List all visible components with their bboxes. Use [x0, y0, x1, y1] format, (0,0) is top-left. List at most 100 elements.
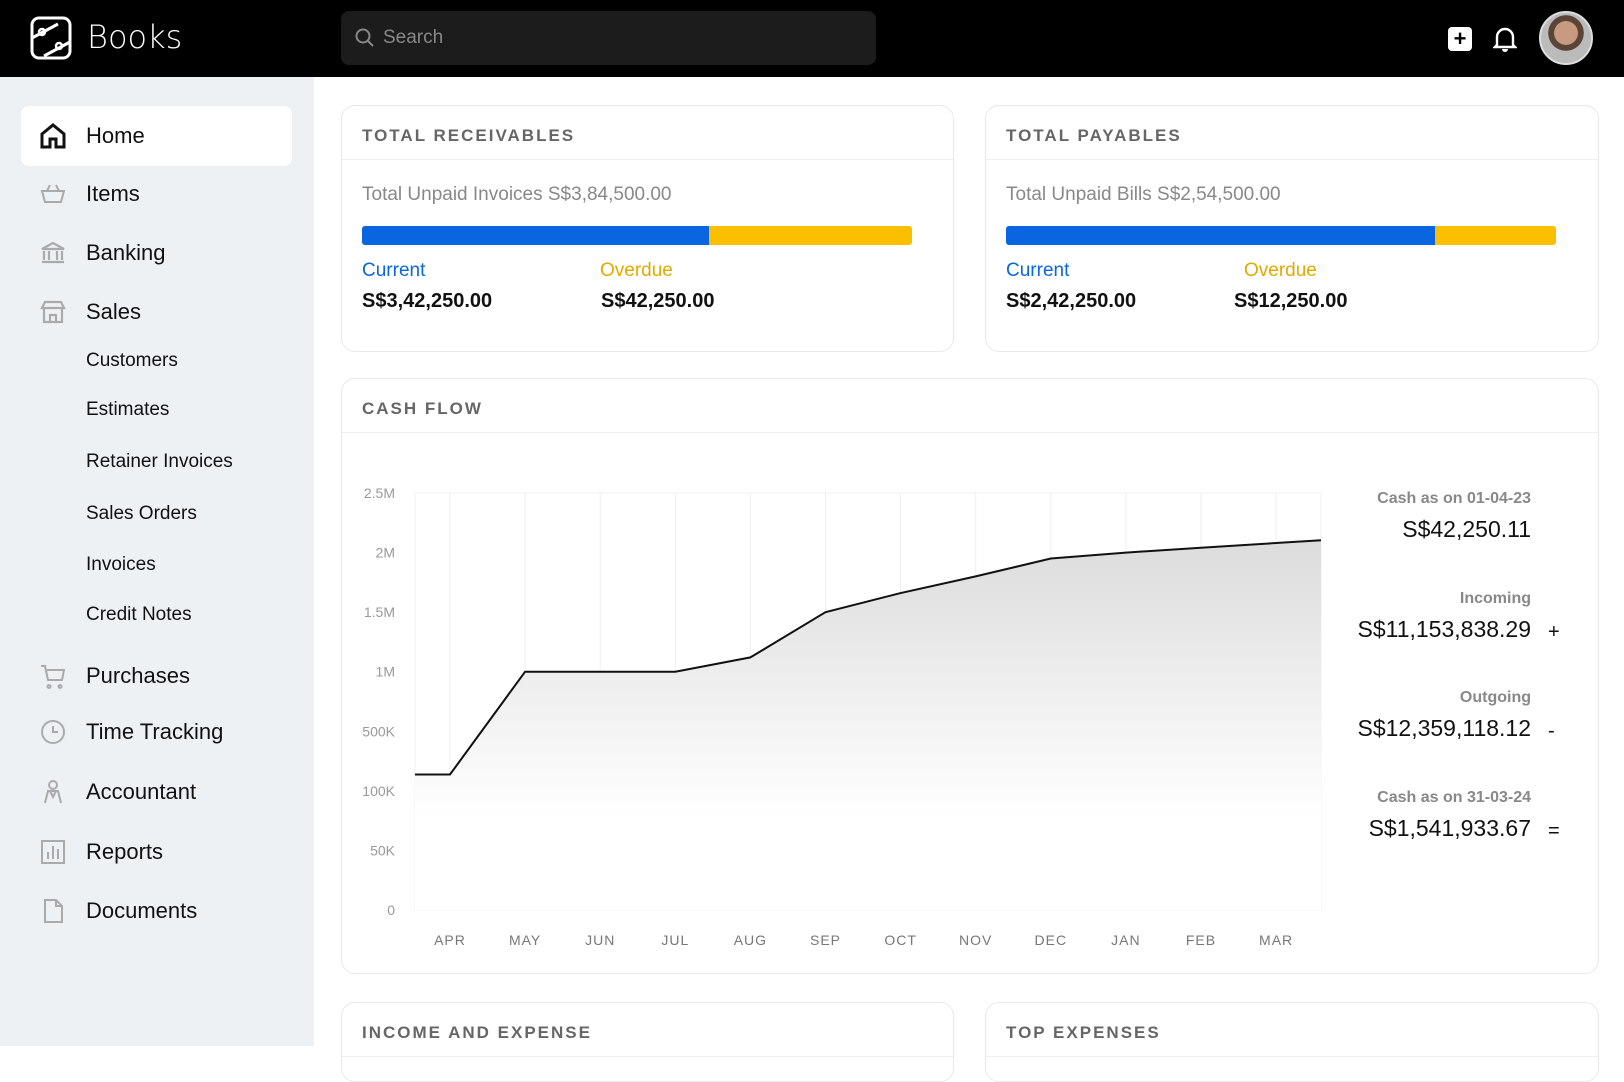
sidebar-item-label: Estimates: [86, 399, 169, 421]
notification-bell-icon[interactable]: [1493, 25, 1517, 53]
cart-icon: [39, 662, 67, 690]
sidebar-item-reports[interactable]: Reports: [21, 822, 292, 882]
sidebar-item-label: Reports: [86, 839, 163, 865]
books-logo-icon: [30, 16, 74, 60]
add-new-button[interactable]: +: [1448, 27, 1472, 51]
card-title: TOTAL RECEIVABLES: [342, 106, 953, 160]
sidebar-item-sales-orders[interactable]: Sales Orders: [21, 491, 292, 537]
top-bar: Books +: [0, 0, 1624, 77]
sidebar-item-label: Accountant: [86, 779, 196, 805]
cash-summary-item: Incoming S$11,153,838.29: [1357, 590, 1531, 643]
y-tick-label: 0: [387, 902, 395, 918]
total-unpaid-bills: Total Unpaid Bills S$2,54,500.00: [1006, 184, 1281, 206]
overdue-amount: S$42,250.00: [601, 290, 714, 313]
cash-summary-item: Cash as on 31-03-24 S$1,541,933.67: [1369, 789, 1531, 842]
cash-summary-item: Outgoing S$12,359,118.12: [1357, 689, 1531, 742]
total-unpaid-invoices: Total Unpaid Invoices S$3,84,500.00: [362, 184, 672, 206]
current-label: Current: [362, 260, 425, 282]
x-tick-label: MAY: [509, 932, 541, 948]
card-title: CASH FLOW: [342, 379, 1598, 433]
x-tick-label: OCT: [884, 932, 917, 948]
summary-label: Incoming: [1357, 590, 1531, 608]
summary-value: S$42,250.11: [1377, 516, 1531, 543]
current-fill: [362, 226, 709, 245]
sidebar-item-label: Items: [86, 181, 140, 207]
search-input[interactable]: [383, 11, 853, 65]
sidebar-item-purchases[interactable]: Purchases: [21, 646, 292, 706]
summary-value: S$1,541,933.67: [1369, 815, 1531, 842]
overdue-amount: S$12,250.00: [1234, 290, 1347, 313]
summary-label: Outgoing: [1357, 689, 1531, 707]
x-tick-label: FEB: [1186, 932, 1216, 948]
x-tick-label: JUN: [585, 932, 615, 948]
sidebar-item-label: Purchases: [86, 663, 190, 689]
summary-value: S$12,359,118.12: [1357, 715, 1531, 742]
sidebar-item-label: Customers: [86, 350, 178, 372]
sidebar: Home Items Banking Sales Customers Estimates R…: [0, 77, 314, 1046]
basket-icon: [39, 180, 67, 208]
receivables-progress-bar: [362, 226, 912, 245]
y-tick-label: 500K: [362, 723, 395, 739]
overdue-label: Overdue: [1244, 260, 1317, 282]
sidebar-item-sales[interactable]: Sales: [21, 282, 292, 342]
sidebar-item-home[interactable]: Home: [21, 106, 292, 166]
person-icon: [39, 778, 67, 806]
sidebar-item-label: Home: [86, 123, 145, 149]
sidebar-item-documents[interactable]: Documents: [21, 881, 292, 941]
summary-label: Cash as on 31-03-24: [1369, 789, 1531, 807]
current-amount: S$2,42,250.00: [1006, 290, 1136, 313]
y-tick-label: 1.5M: [364, 604, 395, 620]
cash-summary-item: Cash as on 01-04-23 S$42,250.11: [1377, 490, 1531, 543]
search-icon: [355, 28, 375, 48]
y-tick-label: 1M: [376, 664, 395, 680]
card-title: INCOME AND EXPENSE: [342, 1003, 953, 1057]
brand-name: Books: [87, 18, 182, 56]
x-tick-label: APR: [434, 932, 466, 948]
clock-icon: [39, 718, 67, 746]
sidebar-item-label: Retainer Invoices: [86, 451, 233, 473]
sidebar-item-banking[interactable]: Banking: [21, 223, 292, 283]
sidebar-item-accountant[interactable]: Accountant: [21, 762, 292, 822]
home-icon: [39, 122, 67, 150]
sidebar-item-label: Documents: [86, 898, 197, 924]
document-icon: [39, 897, 67, 925]
income-expense-card: INCOME AND EXPENSE: [341, 1002, 954, 1082]
sidebar-item-customers[interactable]: Customers: [21, 338, 292, 384]
user-avatar[interactable]: [1539, 11, 1593, 65]
card-title: TOTAL PAYABLES: [986, 106, 1598, 160]
sidebar-item-estimates[interactable]: Estimates: [21, 387, 292, 433]
sidebar-item-credit-notes[interactable]: Credit Notes: [21, 592, 292, 638]
sidebar-item-retainer-invoices[interactable]: Retainer Invoices: [21, 439, 292, 485]
sidebar-item-label: Invoices: [86, 554, 156, 576]
x-tick-label: AUG: [734, 932, 767, 948]
current-fill: [1006, 226, 1435, 245]
sidebar-item-label: Banking: [86, 240, 166, 266]
store-icon: [39, 298, 67, 326]
total-payables-card: TOTAL PAYABLES Total Unpaid Bills S$2,54…: [985, 105, 1599, 352]
current-amount: S$3,42,250.00: [362, 290, 492, 313]
x-tick-label: SEP: [810, 932, 841, 948]
sidebar-item-time-tracking[interactable]: Time Tracking: [21, 702, 292, 762]
total-receivables-card: TOTAL RECEIVABLES Total Unpaid Invoices …: [341, 105, 954, 352]
search-box[interactable]: [341, 11, 876, 65]
sidebar-item-label: Credit Notes: [86, 604, 192, 626]
current-label: Current: [1006, 260, 1069, 282]
sidebar-item-label: Sales: [86, 299, 141, 325]
x-tick-label: DEC: [1035, 932, 1068, 948]
sidebar-item-label: Sales Orders: [86, 503, 197, 525]
overdue-label: Overdue: [600, 260, 673, 282]
y-tick-label: 100K: [362, 783, 395, 799]
y-tick-label: 2M: [376, 545, 395, 561]
bank-icon: [39, 239, 67, 267]
top-expenses-card: TOP EXPENSES: [985, 1002, 1599, 1082]
sidebar-item-invoices[interactable]: Invoices: [21, 542, 292, 588]
chart-icon: [39, 838, 67, 866]
summary-sign: -: [1548, 720, 1555, 743]
summary-label: Cash as on 01-04-23: [1377, 490, 1531, 508]
summary-sign: +: [1548, 621, 1560, 644]
summary-sign: =: [1548, 820, 1560, 843]
payables-progress-bar: [1006, 226, 1556, 245]
summary-value: S$11,153,838.29: [1357, 616, 1531, 643]
sidebar-item-items[interactable]: Items: [21, 164, 292, 224]
